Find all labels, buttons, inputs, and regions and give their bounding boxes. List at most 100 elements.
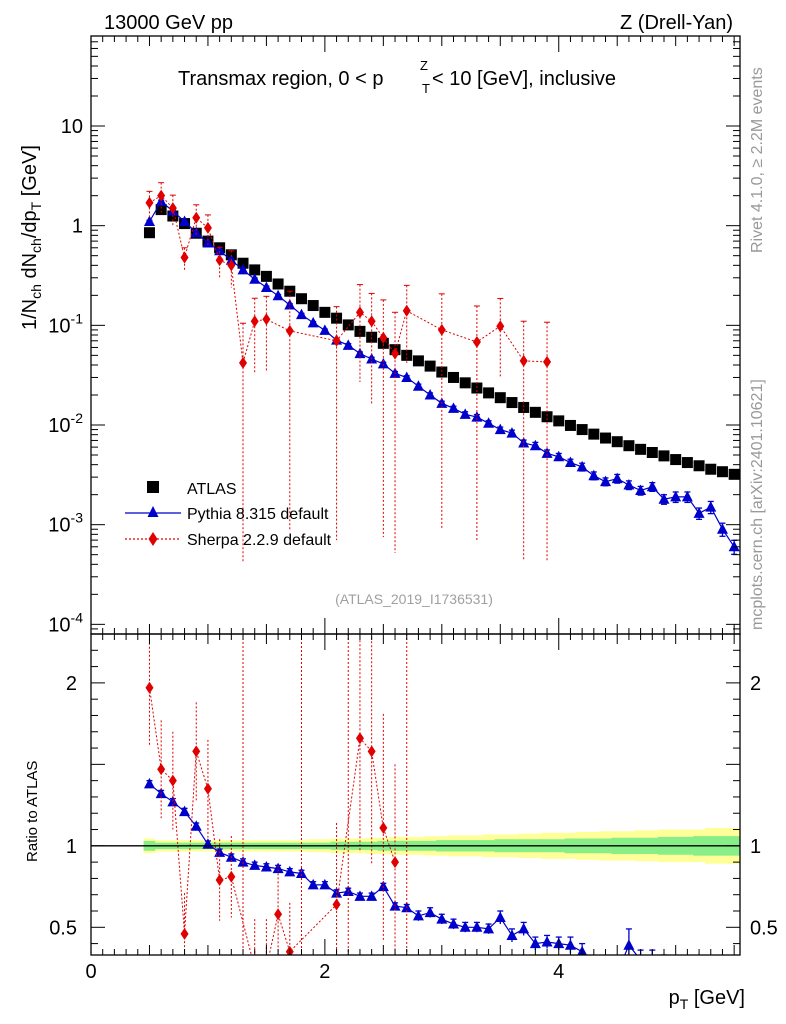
pythia-ratio-point [143,777,155,789]
sherpa-point [180,251,189,264]
ratio-y-tick-label: 1 [66,836,77,858]
atlas-point [588,428,600,440]
atlas-point [728,468,740,480]
sherpa-point [355,306,364,319]
atlas-point [494,392,506,404]
pythia-point [237,263,249,275]
atlas-point [272,278,284,290]
main-y-tick-label: 10-3 [48,510,83,537]
atlas-point [260,270,272,282]
atlas-point [553,415,565,427]
atlas-point [459,377,471,389]
sherpa-point [379,331,388,344]
sherpa-point [250,315,259,328]
pythia-point [459,408,471,419]
pythia-ratio-point [670,960,681,971]
pythia-point [541,447,553,458]
pythia-point [494,423,506,435]
x-tick-label: 4 [553,961,564,983]
pythia-ratio-point [483,922,495,934]
ratio-data-layer [143,634,740,981]
main-y-tick-label: 10-1 [48,310,83,337]
main-y-tick-label: 1 [72,216,83,238]
pythia-point [179,215,191,227]
main-panel: 10 1 10-1 10-2 10-3 10-4 [48,35,741,636]
sherpa-ratio-point [355,732,364,745]
atlas-point [681,457,693,469]
pythia-point [483,417,495,428]
pythia-ratio-point [190,820,202,831]
pythia-ratio-point [354,890,366,901]
ratio-y-tick-label-right: 2 [750,673,761,695]
pythia-point [611,472,623,484]
ratio-y-axis-title: Ratio to ATLAS [24,761,41,862]
sherpa-ratio-point [168,774,177,787]
legend-pythia-marker [147,506,159,517]
sherpa-point [168,202,177,215]
x-axis-title: pT [GeV] [669,987,745,1012]
legend: ATLAS Pythia 8.315 default Sherpa 2.2.9 … [125,481,332,549]
pythia-ratio-point [237,856,249,867]
sherpa-point [332,334,341,347]
sherpa-ratio-point [215,874,224,887]
atlas-point [576,424,588,436]
header-left: 13000 GeV pp [104,12,233,34]
pythia-ratio-point [295,867,307,879]
sherpa-point [227,259,236,272]
panel-title-text: Transmax region, 0 < p [178,68,383,90]
sherpa-point [157,189,166,202]
atlas-point [424,360,436,372]
sherpa-ratio-point [391,856,400,869]
sherpa-ratio-point [192,745,201,758]
pythia-point [319,324,331,335]
pythia-ratio-point [623,939,635,950]
header-right: Z (Drell-Yan) [620,12,733,34]
pythia-point [576,460,588,472]
pythia-point [272,289,284,301]
sherpa-ratio-point [379,821,388,834]
atlas-point [319,306,331,318]
sherpa-ratio-point [274,908,283,921]
sherpa-point [203,221,212,234]
side-mcplots-label: mcplots.cern.ch [arXiv:2401.10621] [749,379,766,630]
sherpa-point [437,323,446,336]
legend-atlas-label: ATLAS [187,481,237,498]
pythia-point [260,281,272,292]
pythia-point [670,490,682,502]
pythia-ratio-point [612,967,623,978]
pythia-ratio-point [541,935,553,947]
pythia-point [143,215,155,227]
ratio-y-tick-label-right: 0.5 [750,917,778,939]
pythia-ratio-point [694,970,705,981]
sherpa-ratio-point [332,898,341,911]
atlas-point [693,460,705,472]
main-y-tick-label: 10-4 [48,609,83,636]
pythia-ratio-point [506,929,518,940]
pythia-point [190,226,202,238]
pythia-ratio-point [658,959,669,970]
pythia-point [506,427,518,438]
pythia-point [600,475,612,487]
pythia-point [681,490,693,502]
ratio-frame [90,633,741,956]
pythia-ratio-point [448,918,460,929]
main-y-axis-title: 1/Nch dNch/dpT [GeV] [19,145,44,330]
atlas-point [506,397,518,409]
atlas-point [249,264,261,276]
watermark: (ATLAS_2019_I1736531) [335,591,493,607]
pythia-point [553,450,565,462]
sherpa-point [192,211,201,224]
side-rivet-label: Rivet 4.1.0, ≥ 2.2M events [749,67,766,253]
main-y-tick-label: 10-2 [48,410,83,437]
atlas-point [611,436,623,448]
pythia-point [401,371,413,382]
pythia-point [448,402,460,413]
atlas-point [412,355,424,367]
atlas-point [307,300,319,312]
pythia-point [588,469,600,481]
pythia-ratio-point [600,962,611,973]
ratio-y-tick-label: 2 [66,673,77,695]
sherpa-point [262,313,271,326]
pythia-ratio-point [249,859,261,870]
sherpa-point [367,315,376,328]
